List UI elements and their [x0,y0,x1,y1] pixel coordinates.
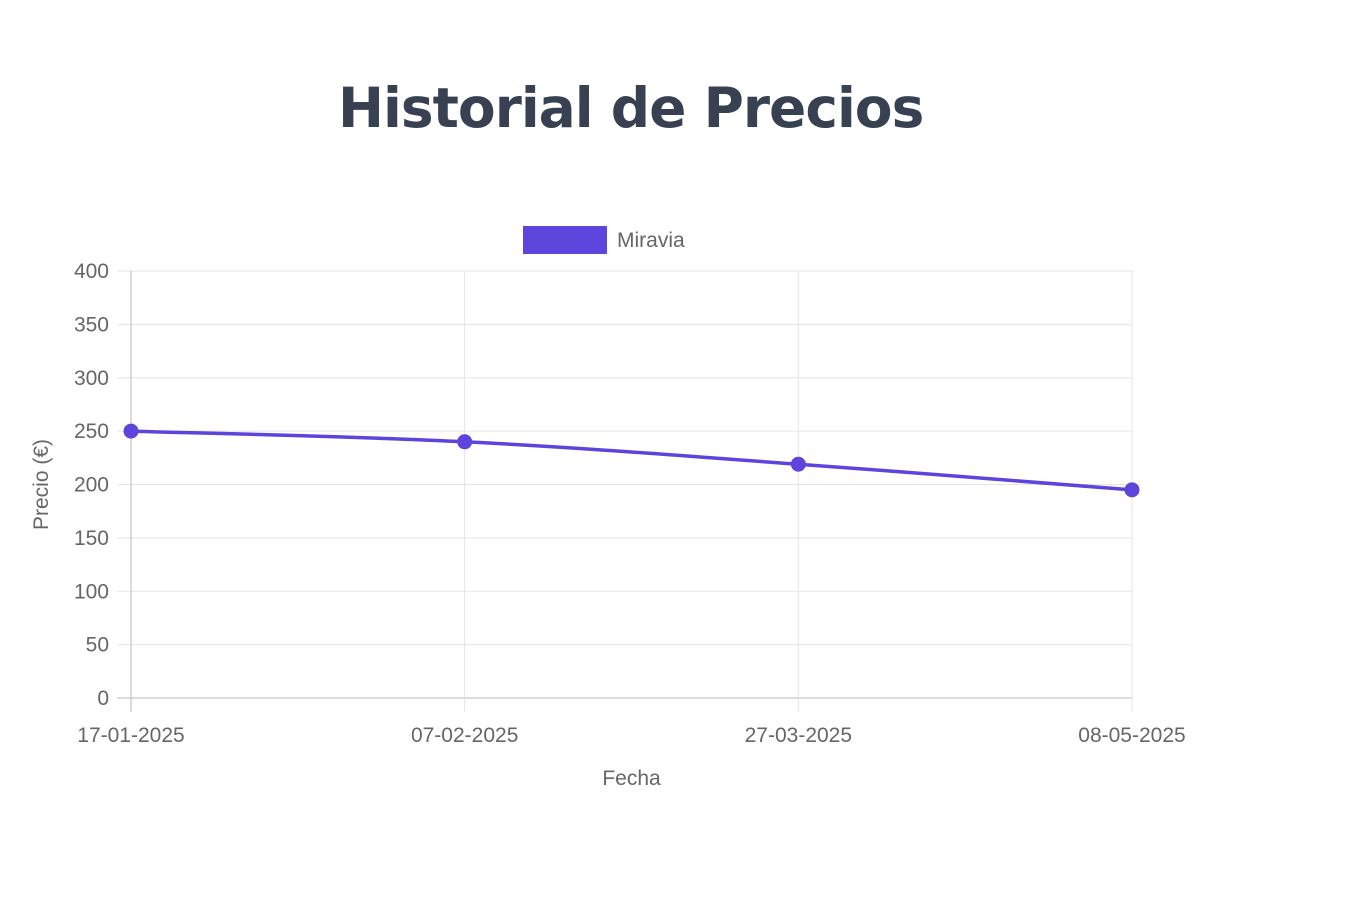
data-point [457,434,473,450]
y-tick-label: 0 [97,687,109,710]
y-tick-label: 250 [74,420,109,443]
x-tick-label: 27-03-2025 [745,724,852,747]
data-point [123,423,139,439]
x-axis-title: Fecha [602,767,661,790]
y-tick-label: 400 [74,260,109,283]
page-title: Historial de Precios [338,76,924,140]
y-tick-label: 150 [74,527,109,550]
x-tick-label: 17-01-2025 [77,724,184,747]
x-tick-label: 07-02-2025 [411,724,518,747]
series-line-0 [130,429,1133,492]
y-tick-label: 100 [74,580,109,603]
legend-label: Miravia [617,229,685,252]
data-point [790,456,806,472]
y-tick-label: 350 [74,313,109,336]
legend-swatch [523,226,607,254]
data-point [1124,482,1140,498]
y-tick-label: 300 [74,367,109,390]
x-tick-label: 08-05-2025 [1078,724,1185,747]
y-tick-label: 50 [86,634,109,657]
y-axis-title: Precio (€) [30,439,53,530]
y-tick-label: 200 [74,474,109,497]
